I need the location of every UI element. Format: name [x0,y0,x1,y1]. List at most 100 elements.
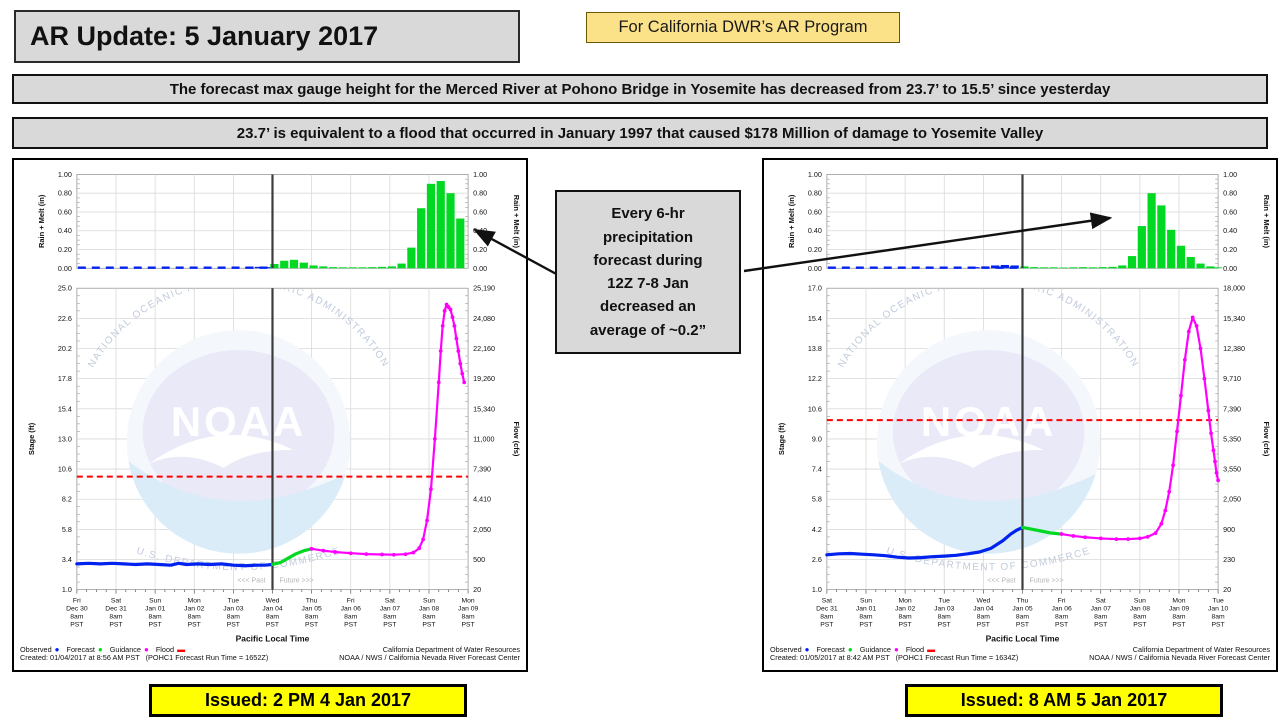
precip-ylabel-right: Rain + Melt (in) [512,195,521,249]
svg-text:NOAA: NOAA [171,398,306,445]
guidance-markers [309,302,467,557]
svg-text:0.80: 0.80 [1223,190,1237,198]
svg-text:0.40: 0.40 [1223,227,1237,235]
svg-text:0.00: 0.00 [58,265,72,273]
forecast-series [270,547,314,567]
page-title-text: AR Update: 5 January 2017 [30,21,379,51]
svg-text:900: 900 [1223,526,1235,534]
legend-marker-guidance: ● [893,645,899,655]
svg-text:7,390: 7,390 [473,466,491,474]
legend-item-guidance: Guidance ● [109,645,149,655]
svg-text:1.00: 1.00 [58,171,72,179]
svg-text:0.20: 0.20 [58,246,72,254]
footer-row: Created: 01/05/2017 at 8:42 AM PST (POHC… [764,653,1276,663]
svg-text:17.8: 17.8 [58,375,72,383]
agency-line-1: California Department of Water Resources [382,645,520,654]
svg-text:0.40: 0.40 [808,227,822,235]
svg-text:0.80: 0.80 [808,190,822,198]
headline-banner-2: 23.7’ is equivalent to a flood that occu… [12,117,1268,149]
svg-text:25.0: 25.0 [58,285,72,293]
legend-item-forecast: Forecast ● [66,645,103,655]
svg-text:0.00: 0.00 [808,265,822,273]
legend-row: Observed ● Forecast ● Guidance ● Flood ▬ Califo… [764,645,1276,655]
svg-text:4,410: 4,410 [473,496,491,504]
issued-stamp-previous: Issued: 2 PM 4 Jan 2017 [149,684,467,717]
svg-text:0.60: 0.60 [1223,208,1237,216]
svg-text:0.60: 0.60 [58,208,72,216]
precip-ylabel-left: Rain + Melt (in) [787,194,796,248]
svg-text:13.0: 13.0 [58,435,72,443]
svg-text:9.0: 9.0 [812,435,822,443]
flow-ylabel: Flow (cfs) [512,422,521,457]
created-text: Created: 01/05/2017 at 8:42 AM PST (POHC… [770,653,1019,663]
observed-series [75,561,275,568]
svg-text:11,000: 11,000 [473,435,494,443]
svg-text:0.80: 0.80 [473,190,487,198]
stage-ylabel: Stage (ft) [27,422,36,455]
hydrograph-chart-previous: 1.00 1.00 0.80 0.80 0.60 0.60 0.40 0.40 0.20 0.20… [27,171,521,644]
legend-marker-observed: ● [804,645,810,655]
svg-text:20: 20 [1223,586,1231,594]
precip-bars [244,181,465,269]
svg-text:22,160: 22,160 [473,345,495,353]
legend-item-forecast: Forecast ● [816,645,853,655]
svg-text:7.4: 7.4 [812,466,822,474]
footer-row: Created: 01/04/2017 at 8:56 AM PST (POHC… [14,653,526,663]
legend-marker-guidance: ● [143,645,149,655]
svg-text:22.6: 22.6 [58,315,72,323]
svg-text:7,390: 7,390 [1223,405,1241,413]
svg-text:4.2: 4.2 [812,526,822,534]
legend-marker-flood: ▬ [177,645,186,655]
svg-text:1.0: 1.0 [812,586,822,594]
svg-text:2.6: 2.6 [812,556,822,564]
hydrograph-panel-current: 1.00 1.00 0.80 0.80 0.60 0.60 0.40 0.40 0.20 0.20… [762,158,1278,672]
legend-item-observed: Observed ● [20,645,60,655]
svg-text:1.0: 1.0 [62,586,72,594]
x-axis-title: Pacific Local Time [986,634,1060,644]
past-label: <<< Past [987,578,1015,585]
svg-text:15,340: 15,340 [1223,315,1245,323]
future-label: Future >>> [1029,578,1063,585]
forecast-series [1020,525,1064,536]
svg-text:2,050: 2,050 [473,526,491,534]
svg-text:20.2: 20.2 [58,345,72,353]
guidance-series [310,303,466,556]
svg-text:1.00: 1.00 [473,171,487,179]
issued-stamp-current: Issued: 8 AM 5 Jan 2017 [905,684,1223,717]
stage-ylabel: Stage (ft) [777,422,786,455]
svg-text:13.8: 13.8 [808,345,822,353]
svg-text:0.60: 0.60 [808,208,822,216]
svg-text:5.8: 5.8 [62,526,72,534]
hydrograph-panel-previous: 1.00 1.00 0.80 0.80 0.60 0.60 0.40 0.40 0.20 0.20… [12,158,528,672]
page-title: AR Update: 5 January 2017 [14,10,520,63]
precip-plot: 1.00 1.00 0.80 0.80 0.60 0.60 0.40 0.40 0.20 0.20… [808,171,1237,273]
headline-banner-1: The forecast max gauge height for the Me… [12,74,1268,104]
legend-item-observed: Observed ● [770,645,810,655]
precip-ylabel-right: Rain + Melt (in) [1262,195,1271,249]
program-tag-text: For California DWR’s AR Program [618,18,868,36]
svg-text:19,260: 19,260 [473,375,495,383]
legend-marker-forecast: ● [847,645,853,655]
svg-text:0.20: 0.20 [808,246,822,254]
svg-text:1.00: 1.00 [808,171,822,179]
svg-text:0.00: 0.00 [1223,265,1237,273]
chart-legend: Observed ● Forecast ● Guidance ● Flood ▬ [770,645,935,655]
past-label: <<< Past [237,578,265,585]
created-text: Created: 01/04/2017 at 8:56 AM PST (POHC… [20,653,269,663]
svg-text:24,080: 24,080 [473,315,495,323]
svg-text:15,340: 15,340 [473,405,495,413]
svg-text:2,050: 2,050 [1223,496,1241,504]
flow-ylabel: Flow (cfs) [1262,422,1271,457]
legend-marker-forecast: ● [97,645,103,655]
